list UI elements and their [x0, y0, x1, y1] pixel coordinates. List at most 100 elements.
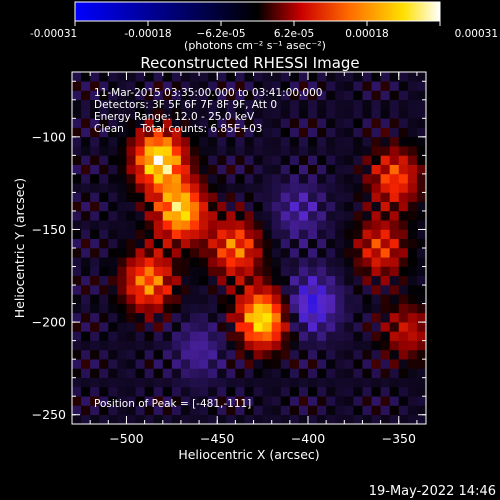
heatmap-cell	[217, 136, 227, 147]
heatmap-cell	[407, 359, 418, 369]
heatmap-cell	[326, 210, 336, 221]
heatmap-cell	[226, 349, 236, 360]
heatmap-cell	[353, 405, 363, 416]
heatmap-cell	[90, 183, 100, 193]
heatmap-cell	[81, 99, 91, 110]
heatmap-cell	[398, 155, 409, 165]
heatmap-cell	[253, 303, 263, 314]
heatmap-cell	[81, 146, 91, 156]
heatmap-cell	[190, 238, 200, 249]
heatmap-cell	[162, 136, 173, 147]
heatmap-cell	[235, 359, 245, 369]
heatmap-cell	[126, 72, 136, 82]
heatmap-cell	[144, 275, 154, 286]
heatmap-cell	[81, 155, 91, 165]
heatmap-cell	[217, 396, 227, 406]
heatmap-cell	[416, 377, 426, 388]
heatmap-cell	[90, 248, 100, 258]
heatmap-cell	[416, 90, 426, 101]
heatmap-cell	[199, 136, 209, 147]
heatmap-cell	[289, 248, 300, 258]
heatmap-cell	[289, 238, 300, 249]
heatmap-cell	[353, 257, 363, 267]
heatmap-cell	[262, 266, 272, 277]
heatmap-cell	[153, 127, 164, 138]
heatmap-cell	[171, 377, 182, 388]
heatmap-cell	[289, 312, 300, 323]
heatmap-cell	[289, 359, 300, 369]
heatmap-cell	[335, 164, 345, 175]
heatmap-cell	[180, 146, 191, 156]
heatmap-cell	[416, 136, 426, 147]
heatmap-cell	[81, 377, 91, 388]
heatmap-cell	[298, 192, 309, 202]
heatmap-cell	[208, 90, 218, 101]
heatmap-cell	[99, 266, 109, 277]
heatmap-cell	[416, 414, 426, 424]
heatmap-cell	[153, 340, 164, 351]
heatmap-cell	[353, 396, 363, 406]
heatmap-cell	[344, 238, 354, 249]
heatmap-cell	[208, 201, 218, 212]
heatmap-cell	[180, 322, 191, 332]
heatmap-cell	[344, 155, 354, 165]
heatmap-cell	[317, 377, 327, 388]
heatmap-cell	[371, 173, 381, 184]
heatmap-cell	[199, 257, 209, 267]
heatmap-cell	[153, 164, 164, 175]
heatmap-cell	[180, 266, 191, 277]
heatmap-cell	[371, 109, 381, 119]
heatmap-cell	[280, 368, 291, 378]
heatmap-cell	[407, 266, 418, 277]
heatmap-cell	[280, 386, 291, 397]
heatmap-cell	[317, 275, 327, 286]
heatmap-cell	[335, 340, 345, 351]
heatmap-cell	[371, 229, 381, 240]
heatmap-cell	[389, 340, 400, 351]
heatmap-cell	[389, 90, 400, 101]
heatmap-cell	[271, 405, 282, 416]
heatmap-cell	[308, 201, 318, 212]
heatmap-cell	[280, 183, 291, 193]
heatmap-cell	[416, 109, 426, 119]
heatmap-cell	[262, 248, 272, 258]
heatmap-cell	[271, 72, 282, 82]
heatmap-cell	[226, 81, 236, 91]
heatmap-cell	[253, 322, 263, 332]
heatmap-cell	[280, 405, 291, 416]
colorbar-tick-label: 6.2e-05	[274, 28, 314, 40]
heatmap-cell	[407, 248, 418, 258]
heatmap-cell	[180, 414, 191, 424]
heatmap-cell	[144, 72, 154, 82]
heatmap-cell	[398, 201, 409, 212]
heatmap-cell	[90, 238, 100, 249]
heatmap-cell	[171, 155, 182, 165]
heatmap-cell	[389, 257, 400, 267]
heatmap-cell	[253, 81, 263, 91]
heatmap-cell	[171, 322, 182, 332]
heatmap-cell	[108, 192, 118, 202]
heatmap-cell	[344, 377, 354, 388]
heatmap-cell	[407, 303, 418, 314]
heatmap-cell	[380, 164, 390, 175]
heatmap-cell	[289, 275, 300, 286]
heatmap-cell	[90, 210, 100, 221]
heatmap-cell	[226, 146, 236, 156]
heatmap-cell	[344, 303, 354, 314]
heatmap-cell	[162, 322, 173, 332]
heatmap-cell	[271, 285, 282, 295]
heatmap-cell	[371, 238, 381, 249]
heatmap-cell	[298, 368, 309, 378]
heatmap-cell	[271, 377, 282, 388]
heatmap-cell	[235, 349, 245, 360]
heatmap-cell	[99, 210, 109, 221]
heatmap-cell	[235, 90, 245, 101]
heatmap-cell	[398, 257, 409, 267]
heatmap-cell	[208, 238, 218, 249]
heatmap-cell	[162, 303, 173, 314]
heatmap-cell	[217, 359, 227, 369]
heatmap-cell	[289, 118, 300, 128]
heatmap-cell	[144, 405, 154, 416]
heatmap-cell	[217, 331, 227, 341]
